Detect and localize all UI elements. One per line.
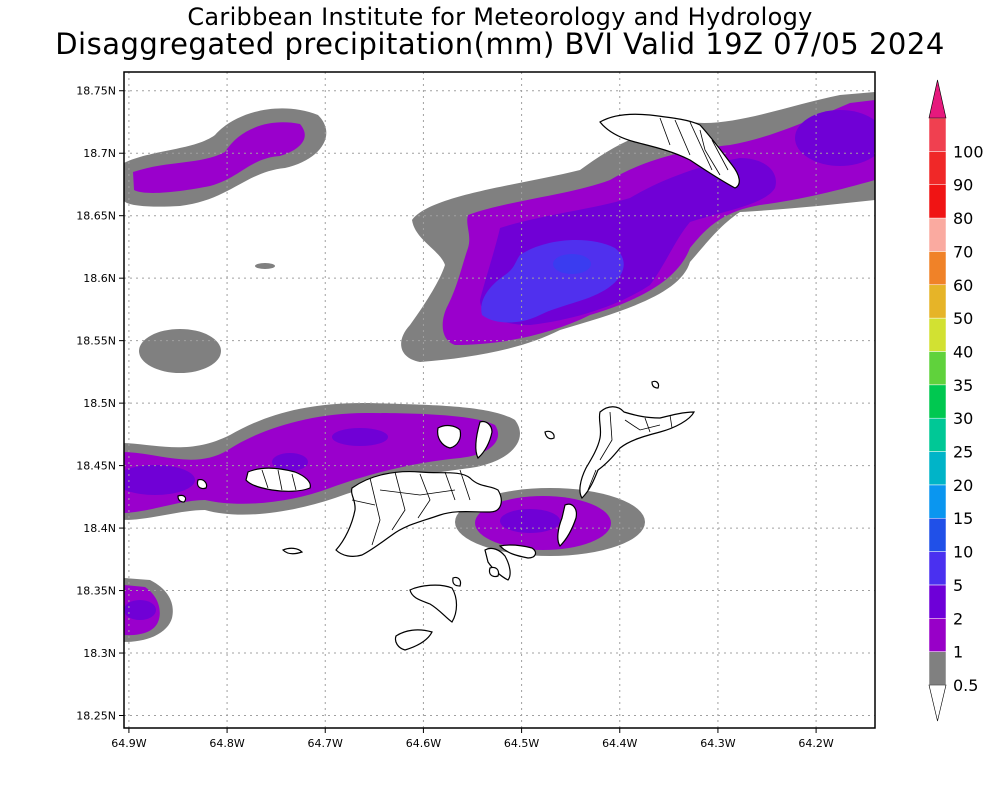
title-institute: Caribbean Institute for Meteorology and … bbox=[187, 3, 813, 31]
legend-label-10: 10 bbox=[953, 543, 973, 562]
lon-tick-label-4: 64.5W bbox=[504, 737, 539, 750]
legend-swatch-5 bbox=[928, 551, 947, 586]
legend-label-2: 2 bbox=[953, 609, 963, 628]
lat-tick-label-0: 18.75N bbox=[76, 85, 116, 98]
legend-swatch-60 bbox=[928, 251, 947, 286]
legend-label-25: 25 bbox=[953, 443, 973, 462]
legend-swatch-2 bbox=[928, 584, 947, 619]
island-small-5 bbox=[196, 479, 208, 490]
precip-blob-south-central-2mm bbox=[500, 509, 560, 533]
island-little-thatch bbox=[281, 547, 304, 555]
precip-blob-northwest-1mm bbox=[133, 122, 305, 193]
lon-tick-label-1: 64.8W bbox=[209, 737, 244, 750]
precip-blob-west-small bbox=[139, 329, 221, 373]
island-st-john-east bbox=[409, 584, 458, 623]
legend-label-15: 15 bbox=[953, 509, 973, 528]
island-cooper-ginger bbox=[557, 503, 577, 547]
island-st-john-south bbox=[394, 629, 433, 651]
legend-swatch-35 bbox=[928, 351, 947, 386]
mesh-lines-jost bbox=[261, 469, 297, 491]
legend-label-80: 80 bbox=[953, 209, 973, 228]
island-jost-van-dyke bbox=[245, 467, 311, 492]
legend-label-100: 100 bbox=[953, 142, 984, 161]
legend-swatch-50 bbox=[928, 284, 947, 319]
islands bbox=[177, 113, 740, 651]
precip-blob-southwest-2mm bbox=[124, 600, 156, 620]
gridlines bbox=[124, 72, 875, 728]
legend-label-1: 1 bbox=[953, 643, 963, 662]
precip-blob-northeast-2mm bbox=[795, 110, 875, 166]
legend-label-35: 35 bbox=[953, 376, 973, 395]
legend-label-50: 50 bbox=[953, 309, 973, 328]
island-anegada bbox=[599, 113, 740, 189]
island-small-4 bbox=[488, 566, 500, 578]
lon-tick-label-5: 64.4W bbox=[602, 737, 637, 750]
island-mesh bbox=[261, 117, 729, 546]
map-frame bbox=[123, 71, 876, 729]
legend-swatch-100 bbox=[928, 117, 947, 152]
legend-label-30: 30 bbox=[953, 409, 973, 428]
lon-tick-label-7: 64.2W bbox=[798, 737, 833, 750]
map-area bbox=[124, 72, 875, 728]
lat-tick-label-1: 18.7N bbox=[83, 147, 116, 160]
island-virgin-gorda bbox=[579, 406, 695, 499]
lat-tick-label-2: 18.65N bbox=[76, 210, 116, 223]
lat-tick-label-3: 18.6N bbox=[83, 272, 116, 285]
legend-label-70: 70 bbox=[953, 242, 973, 261]
lon-tick-label-3: 64.6W bbox=[406, 737, 441, 750]
lat-tick-label-7: 18.4N bbox=[83, 522, 116, 535]
precip-blob-west-band-2mm-a bbox=[124, 465, 195, 495]
lat-tick-label-8: 18.35N bbox=[76, 585, 116, 598]
lat-tick-label-10: 18.25N bbox=[76, 710, 116, 723]
island-norman bbox=[498, 544, 537, 559]
legend-swatch-70 bbox=[928, 217, 947, 252]
island-guana bbox=[437, 424, 462, 449]
lon-tick-label-0: 64.9W bbox=[111, 737, 146, 750]
longitude-axis: 64.9W 64.8W 64.7W 64.6W 64.5W 64.4W 64.3W 64.2W bbox=[111, 728, 834, 750]
lat-tick-label-6: 18.45N bbox=[76, 460, 116, 473]
island-beef-camanoe bbox=[475, 420, 493, 459]
mesh-lines-virgin-gorda bbox=[587, 411, 673, 491]
lat-tick-label-9: 18.3N bbox=[83, 647, 116, 660]
island-small-1 bbox=[544, 430, 555, 440]
legend-swatch-10 bbox=[928, 517, 947, 552]
title-product: Disaggregated precipitation(mm) BVI Vali… bbox=[55, 27, 945, 61]
legend-label-60: 60 bbox=[953, 276, 973, 295]
legend-swatch-15 bbox=[928, 484, 947, 519]
legend-swatch-0.5 bbox=[928, 651, 947, 686]
mesh-lines-anegada bbox=[659, 117, 729, 176]
legend-swatch-80 bbox=[928, 184, 947, 219]
legend-arrow-bottom bbox=[928, 684, 947, 722]
legend-swatch-25 bbox=[928, 417, 947, 452]
lon-tick-label-6: 64.3W bbox=[700, 737, 735, 750]
lat-tick-label-5: 18.5N bbox=[83, 397, 116, 410]
island-small-6 bbox=[452, 576, 462, 587]
legend-arrow-top bbox=[928, 79, 947, 119]
legend-label-0.5: 0.5 bbox=[953, 676, 978, 695]
island-tortola bbox=[335, 470, 502, 557]
precip-blob-west-band-2mm-c bbox=[272, 453, 308, 471]
latitude-axis: 18.75N 18.7N 18.65N 18.6N 18.55N 18.5N 18.45N 1… bbox=[76, 85, 124, 723]
legend-swatch-40 bbox=[928, 317, 947, 352]
precip-blob-west-band-2mm-b bbox=[332, 428, 388, 446]
legend-label-20: 20 bbox=[953, 476, 973, 495]
mesh-lines-tortola bbox=[351, 469, 471, 546]
lat-tick-label-4: 18.55N bbox=[76, 335, 116, 348]
lon-tick-label-2: 64.7W bbox=[308, 737, 343, 750]
precip-layer-10mm bbox=[553, 254, 591, 274]
precip-blob-tiny bbox=[255, 263, 275, 269]
legend-swatch-30 bbox=[928, 384, 947, 419]
legend-swatch-1 bbox=[928, 618, 947, 652]
island-small-3 bbox=[177, 494, 187, 503]
legend-swatch-90 bbox=[928, 151, 947, 185]
legend-swatch-20 bbox=[928, 451, 947, 486]
precip-blob-core-10mm bbox=[553, 254, 591, 274]
legend-label-90: 90 bbox=[953, 176, 973, 195]
island-small-2 bbox=[651, 380, 660, 389]
precip-blob-west-band-1mm bbox=[124, 413, 499, 513]
legend-label-40: 40 bbox=[953, 342, 973, 361]
legend-label-5: 5 bbox=[953, 576, 963, 595]
